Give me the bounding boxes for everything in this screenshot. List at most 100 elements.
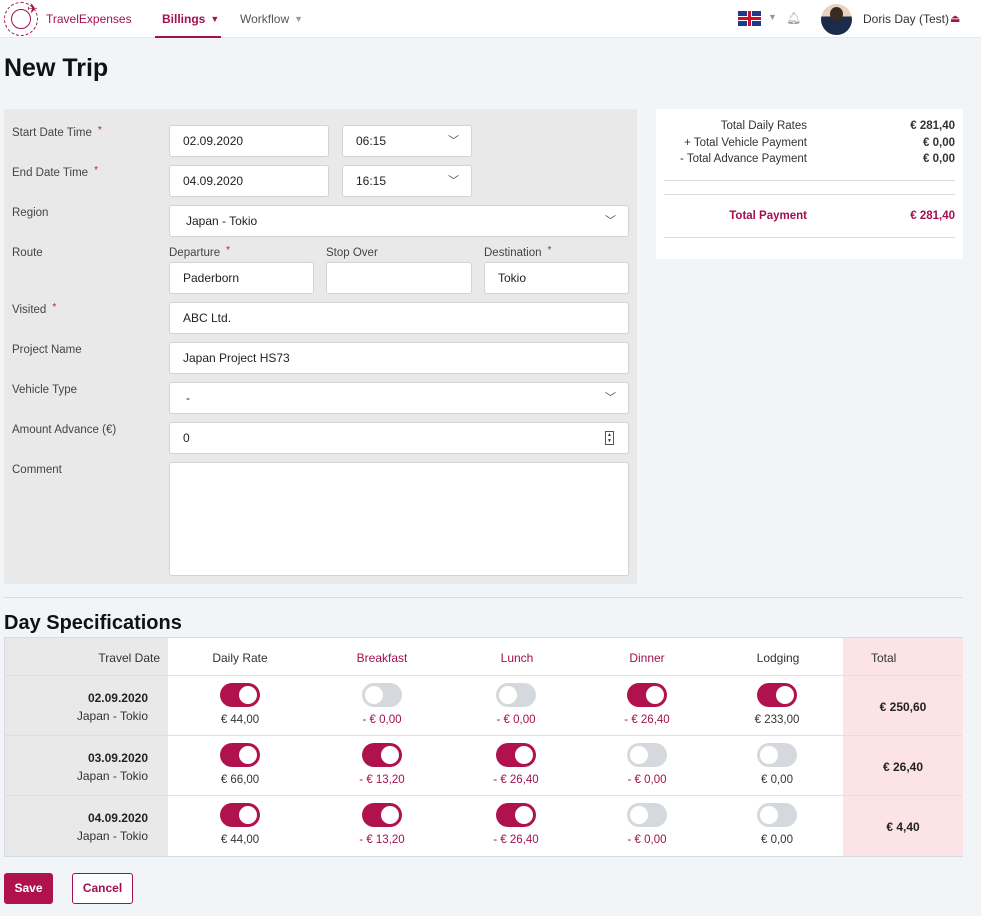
end-time-select[interactable]: 16:15 ﹀ bbox=[342, 165, 472, 197]
chevron-down-icon: ﹀ bbox=[448, 135, 459, 147]
destination-label: Destination * bbox=[484, 245, 552, 259]
start-date-label: Start Date Time * bbox=[12, 125, 102, 139]
end-date-label: End Date Time * bbox=[12, 165, 98, 179]
chevron-down-icon: ▼ bbox=[210, 14, 220, 24]
brand-name[interactable]: TravelExpenses bbox=[46, 12, 132, 26]
summary-label: - Total Advance Payment bbox=[680, 153, 807, 165]
toggle-dinner[interactable] bbox=[627, 683, 667, 707]
stopover-input[interactable] bbox=[326, 262, 472, 294]
visited-label: Visited * bbox=[12, 302, 57, 316]
logout-icon[interactable]: ⏏ bbox=[950, 13, 961, 25]
nav-workflow[interactable]: Workflow ▼ bbox=[240, 12, 303, 26]
toggle-lunch[interactable] bbox=[496, 803, 536, 827]
start-time-select[interactable]: 06:15 ﹀ bbox=[342, 125, 472, 157]
toggle-lunch[interactable] bbox=[496, 683, 536, 707]
stopover-label: Stop Over bbox=[326, 247, 378, 259]
active-nav-indicator bbox=[155, 36, 221, 38]
amount-daily-rate: € 66,00 bbox=[220, 774, 260, 786]
header-travel-date: Travel Date bbox=[98, 651, 160, 665]
number-spinner-icon[interactable]: ▲ ▼ bbox=[605, 431, 614, 445]
row-region: Japan - Tokio bbox=[76, 709, 148, 723]
comment-label: Comment bbox=[12, 464, 62, 476]
nav-workflow-label: Workflow bbox=[240, 12, 290, 26]
toggle-lodging[interactable] bbox=[757, 683, 797, 707]
toggle-dinner[interactable] bbox=[627, 743, 667, 767]
end-date-input[interactable]: 04.09.2020 bbox=[169, 165, 329, 197]
chevron-down-icon[interactable]: ▼ bbox=[768, 12, 777, 22]
amount-breakfast: - € 13,20 bbox=[359, 774, 405, 786]
toggle-lodging[interactable] bbox=[757, 743, 797, 767]
departure-input[interactable]: Paderborn bbox=[169, 262, 314, 294]
region-select[interactable]: Japan - Tokio ﹀ bbox=[169, 205, 629, 237]
project-input[interactable]: Japan Project HS73 bbox=[169, 342, 629, 374]
divider bbox=[664, 237, 955, 238]
header-dinner: Dinner bbox=[629, 651, 665, 665]
header-total: Total bbox=[871, 651, 897, 665]
amount-daily-rate: € 44,00 bbox=[220, 834, 260, 846]
summary-label: + Total Vehicle Payment bbox=[684, 137, 807, 149]
chevron-down-icon: ﹀ bbox=[448, 175, 459, 187]
row-date: 03.09.2020 bbox=[87, 751, 148, 765]
save-button[interactable]: Save bbox=[4, 873, 53, 904]
payment-summary: Total Daily Rates € 281,40 + Total Vehic… bbox=[656, 109, 963, 259]
total-column bbox=[843, 638, 963, 856]
advance-label: Amount Advance (€) bbox=[12, 424, 117, 436]
summary-value: € 281,40 bbox=[910, 210, 955, 222]
amount-lodging: € 0,00 bbox=[761, 834, 793, 846]
destination-input[interactable]: Tokio bbox=[484, 262, 629, 294]
row-total: € 4,40 bbox=[886, 820, 920, 834]
toggle-breakfast[interactable] bbox=[362, 803, 402, 827]
summary-label: Total Daily Rates bbox=[720, 120, 807, 132]
divider bbox=[664, 194, 955, 195]
vehicle-select[interactable]: - ﹀ bbox=[169, 382, 629, 414]
section-title: Day Specifications bbox=[4, 612, 182, 634]
row-divider bbox=[5, 795, 962, 796]
cancel-button[interactable]: Cancel bbox=[72, 873, 133, 904]
summary-value: € 0,00 bbox=[923, 137, 955, 149]
row-region: Japan - Tokio bbox=[76, 829, 148, 843]
summary-label: Total Payment bbox=[729, 210, 807, 222]
toggle-lodging[interactable] bbox=[757, 803, 797, 827]
avatar[interactable] bbox=[821, 4, 852, 35]
uk-flag-icon[interactable] bbox=[738, 11, 761, 26]
row-date: 02.09.2020 bbox=[87, 691, 148, 705]
row-divider bbox=[5, 735, 962, 736]
toggle-daily-rate[interactable] bbox=[220, 743, 260, 767]
comment-textarea[interactable] bbox=[169, 462, 629, 576]
visited-input[interactable]: ABC Ltd. bbox=[169, 302, 629, 334]
chevron-down-icon: ﹀ bbox=[605, 392, 616, 404]
region-label: Region bbox=[12, 207, 49, 219]
nav-billings-label: Billings bbox=[162, 12, 206, 26]
chevron-down-icon: ▼ bbox=[294, 14, 304, 24]
toggle-daily-rate[interactable] bbox=[220, 803, 260, 827]
toggle-breakfast[interactable] bbox=[362, 683, 402, 707]
row-divider bbox=[5, 675, 962, 676]
nav-billings[interactable]: Billings ▼ bbox=[162, 12, 219, 26]
toggle-lunch[interactable] bbox=[496, 743, 536, 767]
plane-globe-icon[interactable]: ✈ bbox=[4, 1, 38, 36]
advance-input[interactable]: 0 ▲ ▼ bbox=[169, 422, 629, 454]
row-total: € 250,60 bbox=[879, 700, 927, 714]
user-name[interactable]: Doris Day (Test) bbox=[863, 12, 950, 26]
header-lunch: Lunch bbox=[500, 651, 534, 665]
summary-value: € 0,00 bbox=[923, 153, 955, 165]
header-breakfast: Breakfast bbox=[356, 651, 408, 665]
start-date-input[interactable]: 02.09.2020 bbox=[169, 125, 329, 157]
header-lodging: Lodging bbox=[756, 651, 800, 665]
bell-icon[interactable]: 🔔︎ bbox=[786, 11, 802, 25]
vehicle-label: Vehicle Type bbox=[12, 384, 78, 396]
trip-form: Start Date Time * 02.09.2020 06:15 ﹀ End D… bbox=[4, 109, 637, 584]
row-region: Japan - Tokio bbox=[76, 769, 148, 783]
amount-daily-rate: € 44,00 bbox=[220, 714, 260, 726]
amount-lodging: € 233,00 bbox=[754, 714, 800, 726]
toggle-dinner[interactable] bbox=[627, 803, 667, 827]
header-daily-rate: Daily Rate bbox=[212, 651, 268, 665]
section-divider bbox=[4, 597, 963, 598]
toggle-daily-rate[interactable] bbox=[220, 683, 260, 707]
date-column bbox=[5, 638, 168, 856]
project-label: Project Name bbox=[12, 344, 82, 356]
toggle-breakfast[interactable] bbox=[362, 743, 402, 767]
row-date: 04.09.2020 bbox=[87, 811, 148, 825]
amount-lunch: - € 26,40 bbox=[493, 774, 539, 786]
amount-dinner: - € 0,00 bbox=[627, 834, 667, 846]
